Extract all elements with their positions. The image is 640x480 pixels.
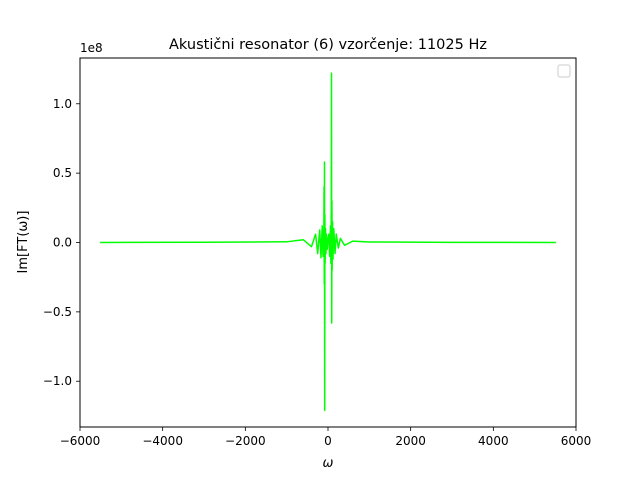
y-tick-label: −1.0 [43, 374, 72, 388]
x-axis-label: ω [323, 456, 334, 471]
x-tick-label: −2000 [225, 434, 266, 448]
y-tick-label: −0.5 [43, 305, 72, 319]
x-tick-label: −6000 [60, 434, 101, 448]
y-axis-offset-text: 1e8 [80, 41, 103, 55]
x-axis-ticks: −6000 −4000 −2000 0 2000 4000 6000 [60, 427, 592, 448]
y-axis-ticks: −1.0 −0.5 0.0 0.5 1.0 [43, 97, 80, 388]
y-tick-label: 0.0 [53, 236, 72, 250]
series-line [100, 72, 556, 412]
plot-data-area [100, 72, 556, 412]
chart-title: Akustični resonator (6) vzorčenje: 11025… [169, 37, 487, 53]
x-tick-label: 0 [324, 434, 332, 448]
x-tick-label: 2000 [395, 434, 426, 448]
x-tick-label: 6000 [561, 434, 592, 448]
y-axis-label: Im[FT(ω)] [16, 211, 31, 274]
x-tick-label: −4000 [142, 434, 183, 448]
legend-box [557, 64, 571, 78]
y-tick-label: 0.5 [53, 166, 72, 180]
y-tick-label: 1.0 [53, 97, 72, 111]
x-tick-label: 4000 [478, 434, 509, 448]
